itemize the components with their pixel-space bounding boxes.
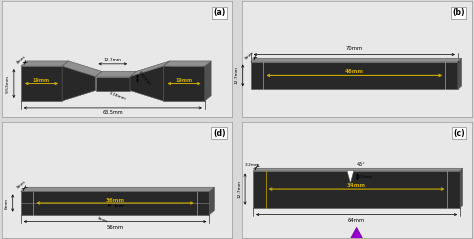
Polygon shape: [205, 61, 211, 101]
Text: 19mm: 19mm: [175, 78, 192, 82]
Text: (c): (c): [453, 129, 465, 138]
Polygon shape: [130, 61, 170, 76]
Text: 2.5mm: 2.5mm: [358, 175, 373, 179]
Text: 56mm: 56mm: [107, 225, 124, 230]
Text: (d): (d): [213, 129, 226, 138]
Polygon shape: [62, 66, 96, 101]
Text: 45°: 45°: [356, 162, 365, 167]
Text: 3mm: 3mm: [97, 217, 109, 224]
Text: 70mm: 70mm: [346, 46, 363, 51]
Polygon shape: [164, 66, 205, 101]
Polygon shape: [350, 227, 364, 239]
Polygon shape: [347, 171, 354, 183]
Polygon shape: [130, 66, 164, 101]
Polygon shape: [210, 187, 214, 215]
Polygon shape: [62, 61, 69, 101]
Text: 3.18mm: 3.18mm: [108, 91, 127, 101]
Text: 3mm: 3mm: [244, 51, 255, 61]
Text: 64mm: 64mm: [348, 218, 365, 223]
Text: 9.53mm: 9.53mm: [6, 75, 10, 92]
Text: 34mm: 34mm: [347, 183, 366, 188]
Polygon shape: [130, 71, 137, 91]
Text: (b): (b): [452, 8, 465, 17]
Polygon shape: [96, 71, 137, 76]
Text: (a): (a): [213, 8, 226, 17]
Text: 7.62mm: 7.62mm: [137, 70, 152, 87]
Polygon shape: [458, 58, 462, 89]
Polygon shape: [21, 187, 214, 191]
Text: 12.7mm: 12.7mm: [235, 66, 239, 84]
Text: 1mm: 1mm: [113, 205, 124, 208]
Text: 36mm: 36mm: [106, 198, 125, 203]
Polygon shape: [164, 61, 211, 66]
Text: 3.2mm: 3.2mm: [245, 163, 260, 167]
Polygon shape: [21, 61, 69, 66]
Text: 12.7mm: 12.7mm: [104, 58, 122, 62]
Polygon shape: [164, 61, 170, 101]
Polygon shape: [460, 168, 463, 208]
Polygon shape: [96, 76, 130, 91]
Text: 4mm: 4mm: [16, 55, 27, 65]
Polygon shape: [21, 191, 210, 215]
Text: 3mm: 3mm: [16, 180, 27, 190]
Polygon shape: [253, 168, 463, 171]
Text: 63.5mm: 63.5mm: [102, 110, 123, 115]
Polygon shape: [251, 61, 458, 89]
Text: 6mm: 6mm: [5, 197, 9, 208]
Text: 48mm: 48mm: [345, 70, 364, 74]
Polygon shape: [21, 66, 62, 101]
Polygon shape: [251, 58, 462, 61]
Polygon shape: [253, 171, 460, 208]
Text: 19mm: 19mm: [33, 78, 50, 82]
Polygon shape: [62, 61, 102, 76]
Text: 12.7mm: 12.7mm: [237, 180, 241, 198]
